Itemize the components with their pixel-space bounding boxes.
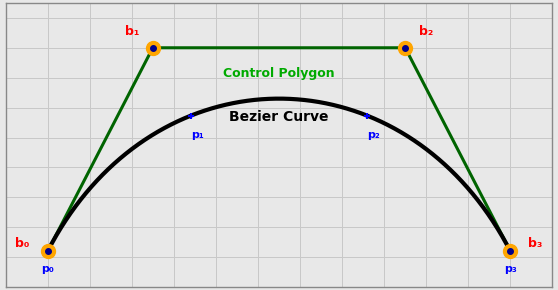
Text: p₂: p₂ [367,130,380,140]
Text: p₀: p₀ [41,264,54,274]
Text: p₃: p₃ [504,264,517,274]
Text: Bezier Curve: Bezier Curve [229,110,329,124]
Text: Control Polygon: Control Polygon [223,67,335,80]
Text: b₁: b₁ [124,25,139,38]
Text: b₃: b₃ [528,237,543,250]
Text: p₁: p₁ [191,130,204,140]
Text: b₂: b₂ [419,25,434,38]
Text: b₀: b₀ [15,237,30,250]
